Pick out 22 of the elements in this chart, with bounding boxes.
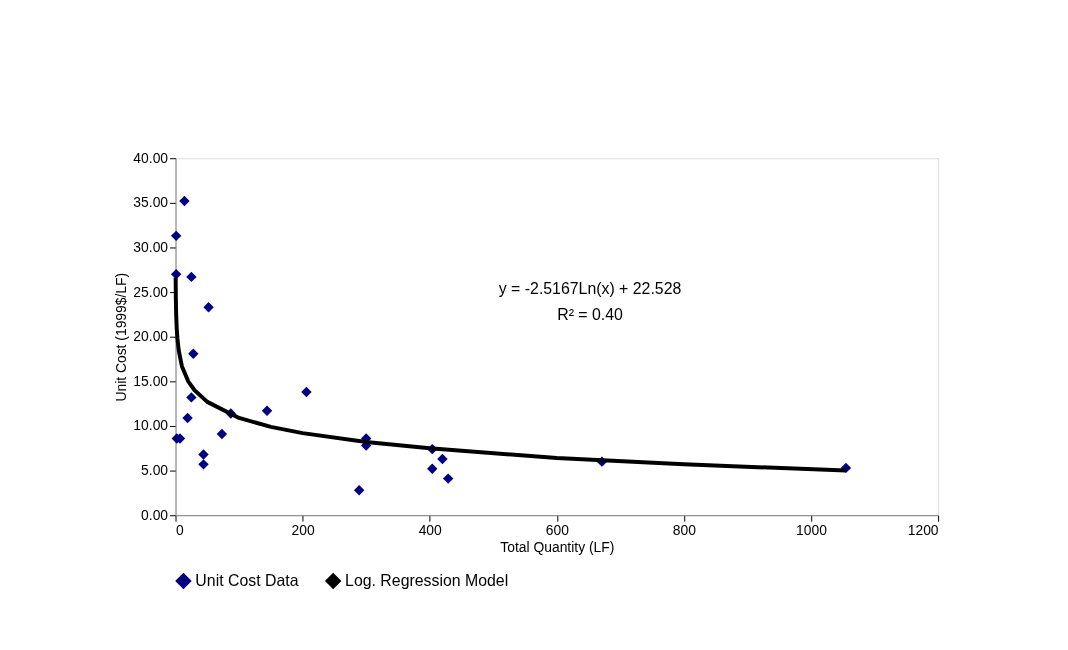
y-tick-label: 5.00 (141, 462, 169, 479)
x-tick-label: 0 (176, 521, 185, 538)
y-tick-label: 15.00 (133, 372, 169, 389)
x-tick-label: 1200 (907, 521, 939, 538)
x-axis-title: Total Quantity (LF) (500, 539, 615, 556)
y-tick-label: 35.00 (133, 194, 169, 211)
y-tick-label: 25.00 (133, 283, 169, 300)
y-tick-label: 20.00 (133, 328, 169, 345)
y-axis-title: Unit Cost (1999$/LF) (113, 272, 130, 402)
annotation: R² = 0.40 (557, 305, 624, 323)
x-tick-label: 400 (418, 521, 443, 538)
x-tick-label: 800 (672, 521, 697, 538)
y-tick-label: 10.00 (133, 417, 169, 434)
annotation: y = -2.5167Ln(x) + 22.528 (498, 280, 682, 298)
x-tick-label: 1000 (796, 521, 828, 538)
y-tick-label: 40.00 (133, 149, 169, 166)
x-tick-label: 600 (545, 521, 570, 538)
legend-label: Log. Regression Model (345, 571, 509, 589)
y-tick-label: 30.00 (133, 238, 169, 255)
x-tick-label: 200 (291, 521, 315, 538)
y-tick-label: 0.00 (141, 506, 169, 523)
legend-label: Unit Cost Data (195, 571, 299, 589)
